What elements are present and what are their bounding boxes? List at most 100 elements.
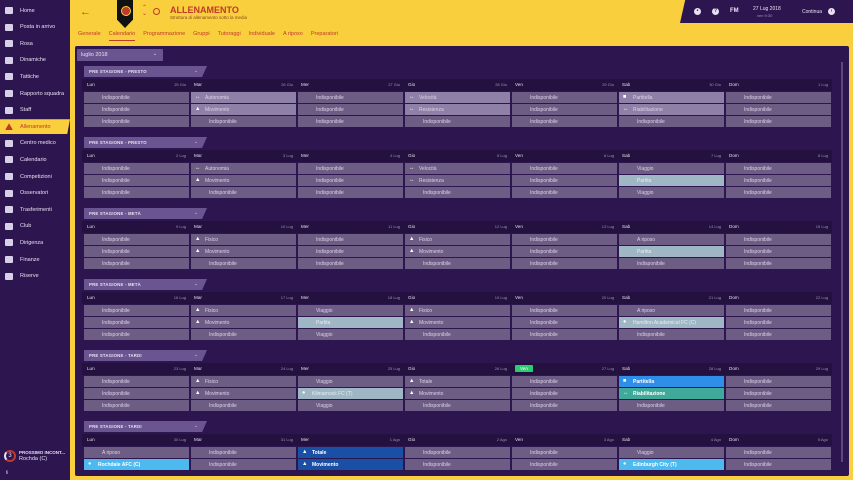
session-cell[interactable]: Indisponibile: [298, 175, 403, 186]
session-cell[interactable]: Indisponibile: [512, 246, 617, 257]
session-cell[interactable]: ↔ Riabilitazione: [619, 104, 724, 115]
sidebar-item-dirigenza[interactable]: Dirigenza: [0, 235, 70, 250]
session-cell[interactable]: ▲ Movimento: [191, 104, 296, 115]
session-cell[interactable]: Indisponibile: [191, 459, 296, 470]
session-cell[interactable]: ▲ Movimento: [405, 388, 510, 399]
week-phase-dropdown[interactable]: PRE STAGIONE - PRESTO ⌄: [84, 137, 207, 148]
session-cell[interactable]: Indisponibile: [298, 246, 403, 257]
session-cell[interactable]: Indisponibile: [298, 92, 403, 103]
session-cell[interactable]: ↔ Resistenza: [405, 104, 510, 115]
session-cell[interactable]: Indisponibile: [84, 246, 189, 257]
back-arrow-icon[interactable]: ←: [80, 6, 91, 18]
session-cell[interactable]: Partita: [619, 175, 724, 186]
session-cell[interactable]: Viaggio: [619, 163, 724, 174]
session-cell[interactable]: ↔ Velocità: [405, 92, 510, 103]
session-cell[interactable]: Indisponibile: [726, 317, 831, 328]
session-cell[interactable]: Indisponibile: [84, 163, 189, 174]
session-cell[interactable]: Indisponibile: [726, 400, 831, 411]
session-cell[interactable]: Indisponibile: [84, 400, 189, 411]
sidebar-item-rosa[interactable]: Rosa: [0, 36, 70, 51]
session-cell[interactable]: Indisponibile: [405, 187, 510, 198]
session-cell[interactable]: Indisponibile: [726, 104, 831, 115]
session-cell[interactable]: Indisponibile: [726, 163, 831, 174]
session-cell[interactable]: Viaggio: [619, 187, 724, 198]
session-cell[interactable]: Indisponibile: [512, 92, 617, 103]
session-cell[interactable]: Indisponibile: [512, 258, 617, 269]
session-cell[interactable]: ▲ Movimento: [298, 459, 403, 470]
session-cell[interactable]: Indisponibile: [726, 92, 831, 103]
help-icon[interactable]: ?: [712, 8, 719, 15]
session-cell[interactable]: Indisponibile: [512, 376, 617, 387]
session-cell[interactable]: Indisponibile: [298, 187, 403, 198]
session-cell[interactable]: Indisponibile: [512, 447, 617, 458]
sidebar-item-trasferimenti[interactable]: Trasferimenti: [0, 202, 70, 217]
session-cell[interactable]: Indisponibile: [512, 388, 617, 399]
session-cell[interactable]: Indisponibile: [512, 187, 617, 198]
tab-calendario[interactable]: Calendario: [108, 31, 136, 41]
continue-icon[interactable]: ›: [828, 8, 835, 15]
session-cell[interactable]: Indisponibile: [191, 258, 296, 269]
session-cell[interactable]: ▲ Movimento: [191, 388, 296, 399]
session-cell[interactable]: Indisponibile: [512, 175, 617, 186]
session-cell[interactable]: Indisponibile: [298, 104, 403, 115]
sidebar-item-competizioni[interactable]: Competizioni: [0, 169, 70, 184]
scrollbar[interactable]: [841, 62, 843, 462]
session-cell[interactable]: Indisponibile: [512, 163, 617, 174]
session-cell[interactable]: ● Rochdale AFC (C): [84, 459, 189, 470]
session-cell[interactable]: ▲ Fisico: [405, 305, 510, 316]
session-cell[interactable]: Indisponibile: [726, 116, 831, 127]
session-cell[interactable]: Indisponibile: [619, 400, 724, 411]
week-phase-dropdown[interactable]: PRE STAGIONE - PRESTO ⌄: [84, 66, 207, 77]
tab-generale[interactable]: Generale: [78, 31, 101, 37]
session-cell[interactable]: Indisponibile: [191, 447, 296, 458]
session-cell[interactable]: Indisponibile: [619, 258, 724, 269]
sidebar-item-calendario[interactable]: Calendario: [0, 152, 70, 167]
session-cell[interactable]: Indisponibile: [619, 116, 724, 127]
session-cell[interactable]: Indisponibile: [512, 459, 617, 470]
session-cell[interactable]: Indisponibile: [405, 447, 510, 458]
session-cell[interactable]: Indisponibile: [512, 305, 617, 316]
session-cell[interactable]: Indisponibile: [298, 258, 403, 269]
session-cell[interactable]: ▲ Fisico: [191, 234, 296, 245]
session-cell[interactable]: Indisponibile: [405, 329, 510, 340]
sidebar-item-club[interactable]: Club: [0, 219, 70, 234]
session-cell[interactable]: ■ Partitella: [619, 376, 724, 387]
session-cell[interactable]: Indisponibile: [726, 246, 831, 257]
session-cell[interactable]: Indisponibile: [726, 258, 831, 269]
session-cell[interactable]: Indisponibile: [84, 92, 189, 103]
session-cell[interactable]: ↔ Resistenza: [405, 175, 510, 186]
tab-preparatori[interactable]: Preparatori: [310, 31, 339, 37]
session-cell[interactable]: Indisponibile: [726, 388, 831, 399]
tab-programmazione[interactable]: Programmazione: [143, 31, 186, 37]
sidebar-item-allenamento[interactable]: Allenamento: [0, 119, 70, 135]
session-cell[interactable]: Indisponibile: [191, 329, 296, 340]
week-phase-dropdown[interactable]: PRE STAGIONE - METÀ ⌄: [84, 279, 207, 290]
week-phase-dropdown[interactable]: PRE STAGIONE - TARDI ⌄: [84, 350, 207, 361]
sidebar-item-dinamiche[interactable]: Dinamiche: [0, 53, 70, 68]
session-cell[interactable]: ↔ Velocità: [405, 163, 510, 174]
session-cell[interactable]: Viaggio: [298, 376, 403, 387]
session-cell[interactable]: Indisponibile: [84, 175, 189, 186]
session-cell[interactable]: Indisponibile: [405, 459, 510, 470]
session-cell[interactable]: Indisponibile: [84, 329, 189, 340]
session-cell[interactable]: Indisponibile: [512, 317, 617, 328]
social-icon[interactable]: •: [694, 8, 701, 15]
session-cell[interactable]: ● Edinburgh City (T): [619, 459, 724, 470]
session-cell[interactable]: Indisponibile: [298, 116, 403, 127]
tab-individuale[interactable]: Individuale: [248, 31, 275, 37]
session-cell[interactable]: ↔ Autonomia: [191, 163, 296, 174]
session-cell[interactable]: ■ Partitella: [619, 92, 724, 103]
session-cell[interactable]: ▲ Totale: [298, 447, 403, 458]
session-cell[interactable]: A riposo: [619, 234, 724, 245]
session-cell[interactable]: Indisponibile: [191, 400, 296, 411]
session-cell[interactable]: ▲ Movimento: [191, 246, 296, 257]
sidebar-item-posta-in-arrivo[interactable]: Posta in arrivo: [0, 20, 70, 35]
session-cell[interactable]: Indisponibile: [726, 329, 831, 340]
club-badge[interactable]: [117, 0, 133, 28]
session-cell[interactable]: ● Hamilton Academical FC (C): [619, 317, 724, 328]
session-cell[interactable]: Indisponibile: [84, 187, 189, 198]
session-cell[interactable]: Indisponibile: [726, 175, 831, 186]
session-cell[interactable]: Indisponibile: [512, 234, 617, 245]
session-cell[interactable]: ▲ Movimento: [191, 317, 296, 328]
sidebar-item-tattiche[interactable]: Tattiche: [0, 69, 70, 84]
